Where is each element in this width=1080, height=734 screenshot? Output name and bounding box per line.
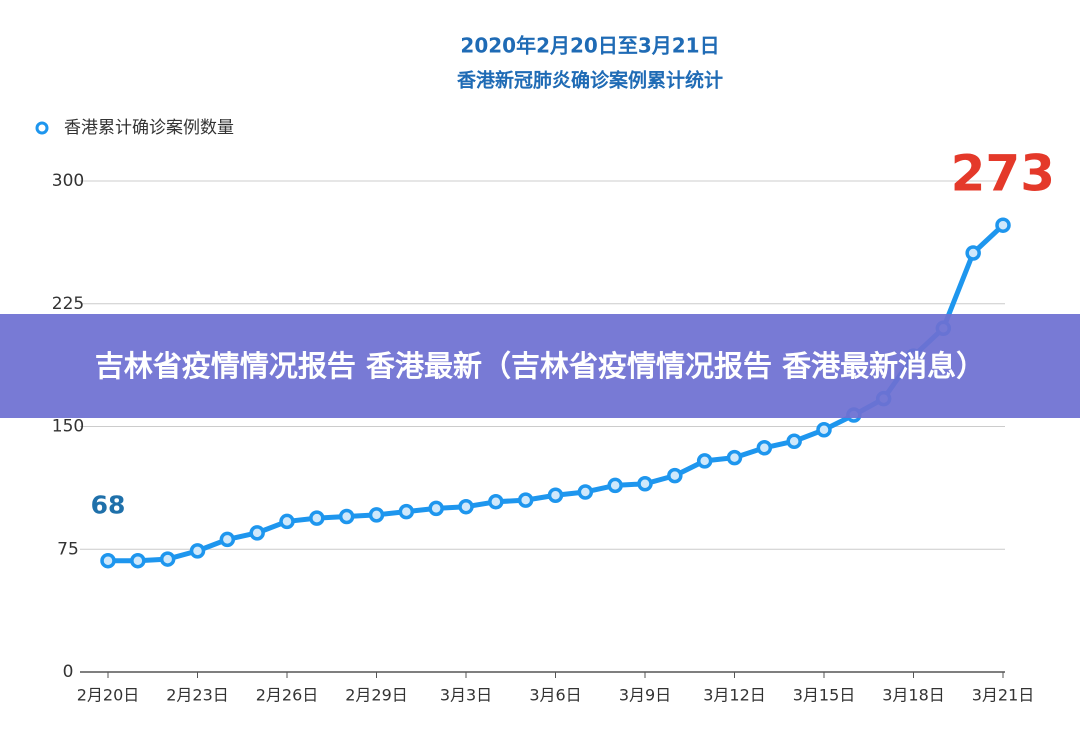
chart-subtitle: 香港新冠肺炎确诊案例累计统计 <box>456 69 723 92</box>
x-tick-label: 3月15日 <box>793 686 856 705</box>
point <box>786 433 802 449</box>
point <box>488 494 504 510</box>
annotation: 273 <box>951 145 1055 203</box>
annotation: 68 <box>91 491 126 520</box>
point <box>398 503 415 520</box>
y-tick-label: 225 <box>52 294 84 314</box>
x-tick-label: 2月29日 <box>345 686 408 705</box>
point <box>995 217 1011 233</box>
y-tick-label: 150 <box>52 417 84 437</box>
point <box>219 531 236 548</box>
x-tick-label: 3月12日 <box>703 686 766 705</box>
point <box>458 498 474 515</box>
point <box>309 510 325 526</box>
point <box>100 552 116 569</box>
x-tick-label: 2月20日 <box>77 686 140 705</box>
point <box>517 492 534 508</box>
legend-label: 香港累计确诊案例数量 <box>64 118 234 138</box>
point <box>577 484 594 500</box>
point <box>159 551 176 567</box>
x-tick-label: 3月6日 <box>529 686 581 705</box>
x-tick-label: 2月23日 <box>166 686 229 705</box>
point <box>637 476 653 492</box>
x-tick-label: 3月18日 <box>882 686 945 705</box>
x-tick-label: 2月26日 <box>256 686 319 705</box>
x-tick-label: 3月9日 <box>619 686 671 705</box>
point <box>965 245 981 261</box>
point <box>696 453 713 469</box>
point <box>368 507 385 523</box>
point <box>428 500 444 517</box>
y-tick-label: 300 <box>52 171 84 191</box>
chart-title: 2020年2月20日至3月21日 <box>460 34 719 58</box>
point <box>279 513 295 530</box>
point <box>756 440 773 456</box>
point <box>726 449 743 466</box>
point <box>338 508 355 525</box>
point <box>189 543 206 559</box>
x-tick-label: 3月3日 <box>440 686 492 705</box>
point <box>249 525 265 541</box>
y-tick-label: 0 <box>63 662 74 682</box>
point <box>130 552 146 569</box>
point <box>816 422 832 438</box>
x-tick-label: 3月21日 <box>972 686 1035 705</box>
y-tick-label: 75 <box>57 539 79 559</box>
banner: 吉林省疫情情况报告 香港最新（吉林省疫情情况报告 香港最新消息） <box>0 314 1080 418</box>
point <box>667 467 683 484</box>
legend-marker <box>35 121 49 135</box>
point <box>547 487 564 503</box>
point <box>607 477 623 494</box>
